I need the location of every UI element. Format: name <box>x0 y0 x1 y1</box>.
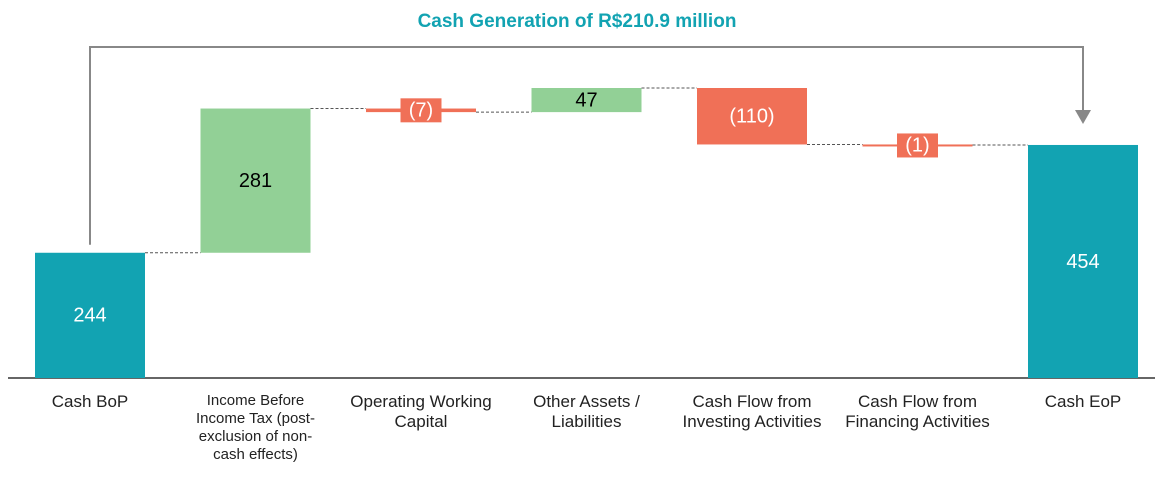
category-label: Income Before Income Tax (post-exclusion… <box>196 392 315 463</box>
value-label: (110) <box>729 106 774 128</box>
arrowhead <box>1075 110 1091 124</box>
category-label: Cash Flow from Financing Activities <box>845 392 990 431</box>
category-label: Other Assets / Liabilities <box>533 392 640 431</box>
category-label: Cash Flow from Investing Activities <box>682 392 822 431</box>
value-label: 454 <box>1066 251 1099 273</box>
bar <box>1028 144 1138 378</box>
category-label: Cash BoP <box>51 392 129 411</box>
value-label: 47 <box>575 89 597 111</box>
bracket <box>89 46 1084 245</box>
chart-title: Cash Generation of R$210.9 million <box>418 11 737 32</box>
value-label: 281 <box>239 170 272 192</box>
bar <box>697 88 807 145</box>
value-label: (1) <box>905 135 929 157</box>
bar <box>35 252 145 378</box>
value-label-box <box>897 133 938 158</box>
value-label: (7) <box>409 100 433 122</box>
value-label-box <box>400 98 442 123</box>
category-label: Cash EoP <box>1044 392 1122 411</box>
bar <box>531 88 642 113</box>
category-label: Operating Working Capital <box>350 392 492 431</box>
value-label: 244 <box>73 305 106 327</box>
bar <box>200 108 311 253</box>
